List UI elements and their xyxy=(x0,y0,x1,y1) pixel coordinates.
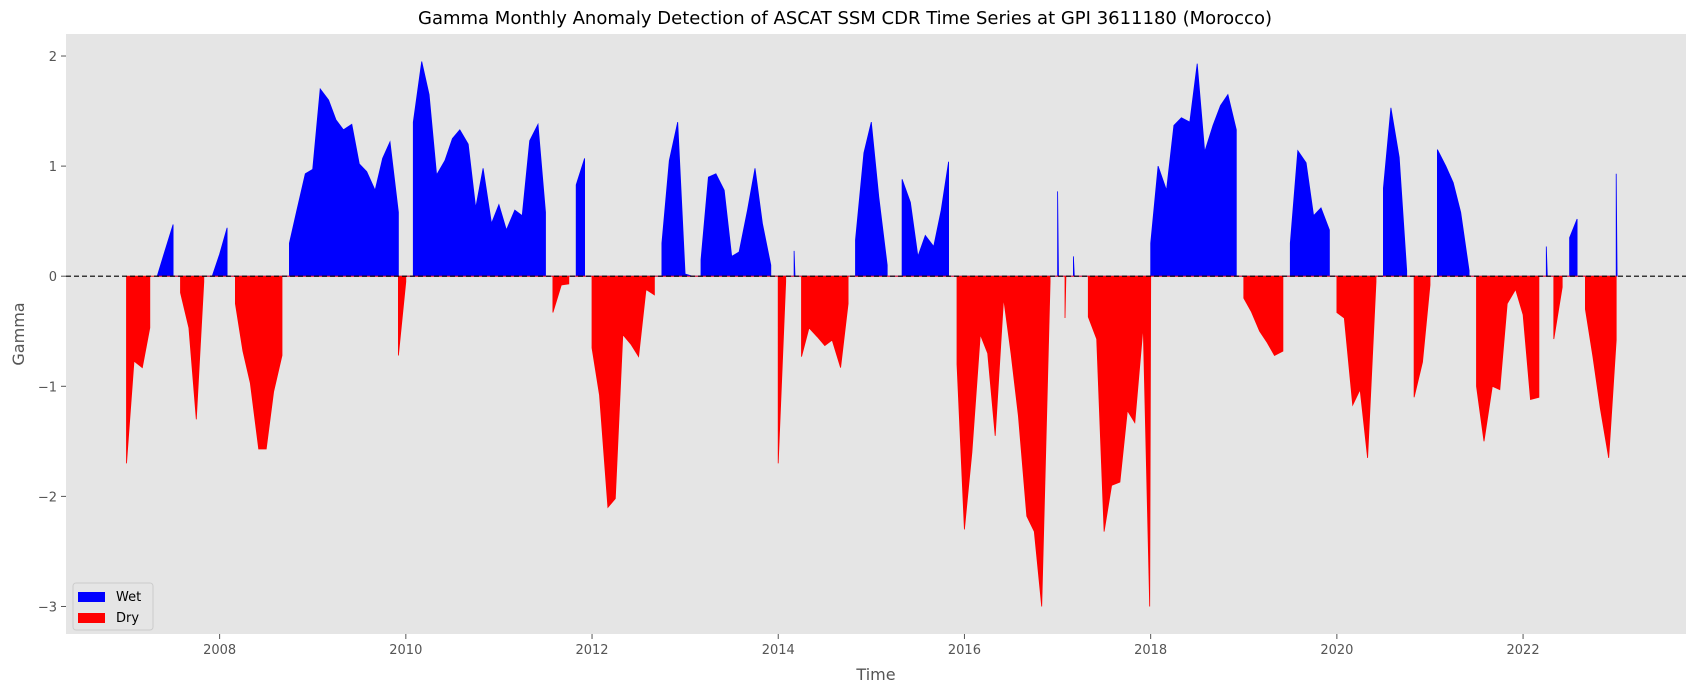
series-area-wet xyxy=(156,61,1618,277)
y-tick-label: 0 xyxy=(49,270,57,285)
legend: Wet Dry xyxy=(72,582,154,631)
x-tick-label: 2014 xyxy=(762,643,795,658)
y-tick-label: 2 xyxy=(49,50,57,65)
y-axis-label: Gamma xyxy=(9,302,28,365)
x-tick-label: 2018 xyxy=(1134,643,1167,658)
x-tick-label: 2022 xyxy=(1507,643,1540,658)
y-tick-label: −1 xyxy=(38,380,57,395)
x-tick-label: 2008 xyxy=(203,643,236,658)
legend-swatch-dry xyxy=(78,613,105,623)
chart-title: Gamma Monthly Anomaly Detection of ASCAT… xyxy=(418,8,1272,29)
y-axis-ticks: −3 −2 −1 0 1 2 xyxy=(38,50,66,615)
y-tick-label: 1 xyxy=(49,160,57,175)
plot-area xyxy=(66,34,1686,634)
x-tick-label: 2012 xyxy=(575,643,608,658)
x-tick-label: 2020 xyxy=(1320,643,1353,658)
x-tick-label: 2010 xyxy=(389,643,422,658)
y-tick-label: −3 xyxy=(38,600,57,615)
x-tick-label: 2016 xyxy=(948,643,981,658)
y-tick-label: −2 xyxy=(38,490,57,505)
legend-label-dry: Dry xyxy=(116,611,139,626)
legend-swatch-wet xyxy=(78,592,105,602)
x-axis-ticks: 2008 2010 2012 2014 2016 2018 2020 2022 xyxy=(203,634,1540,658)
legend-label-wet: Wet xyxy=(116,590,141,605)
x-axis-label: Time xyxy=(855,665,895,684)
